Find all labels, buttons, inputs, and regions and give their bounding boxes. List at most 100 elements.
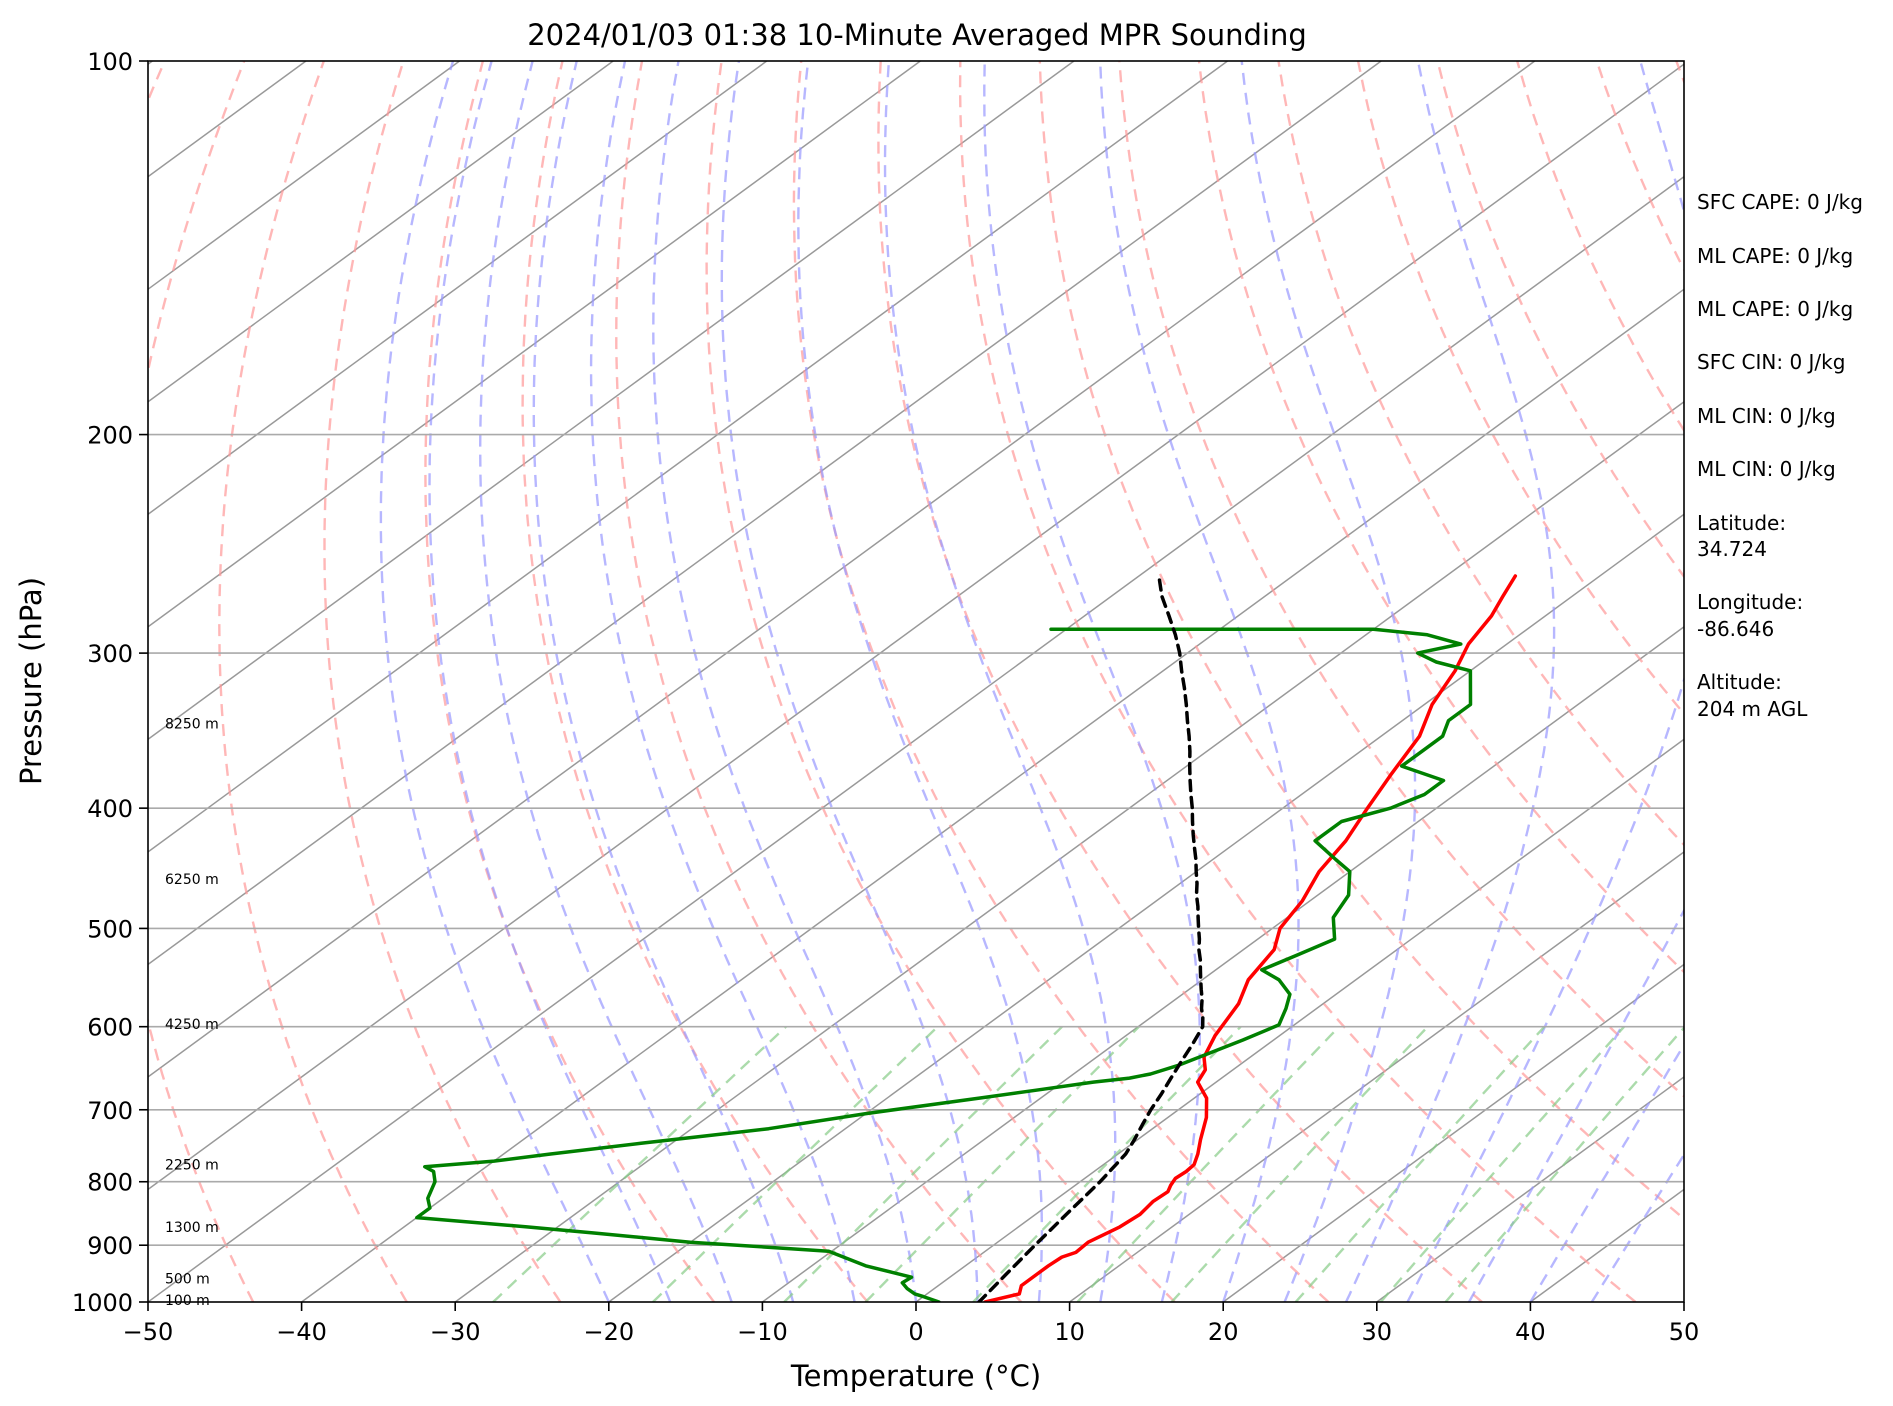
y-tick-label: 1000 [72, 1289, 133, 1317]
isotherm-line [1222, 963, 1684, 1302]
x-tick-label: −50 [123, 1318, 174, 1346]
y-tick-label: 400 [87, 795, 133, 823]
x-tick-label: 20 [1208, 1318, 1239, 1346]
height-label: 500 m [165, 1271, 210, 1287]
info-line: ML CAPE: 0 J/kg [1697, 297, 1853, 321]
moist-adiabat-line [589, 61, 856, 1302]
info-line: 204 m AGL [1697, 697, 1808, 721]
x-tick-label: 50 [1669, 1318, 1700, 1346]
dewpoint-line [415, 627, 1473, 1302]
x-tick-label: −20 [583, 1318, 634, 1346]
x-tick-label: 10 [1054, 1318, 1085, 1346]
isotherm-line [301, 288, 1684, 1302]
moist-adiabat-line [883, 61, 1117, 1302]
y-axis-label: Pressure (hPa) [14, 577, 48, 785]
mixing-ratio-line [1294, 1025, 1546, 1302]
isotherm-line [148, 175, 1684, 1302]
moist-adiabat-line [1529, 1042, 1684, 1302]
moist-adiabat-line [1240, 61, 1417, 1302]
isotherm-line [148, 61, 768, 516]
dry-adiabat-line [424, 61, 715, 1302]
moist-adiabat-line [797, 61, 1044, 1302]
isotherm-line [148, 61, 1075, 741]
y-tick-label: 100 [87, 48, 133, 76]
dry-adiabat-line [1197, 61, 1684, 974]
height-label: 8250 m [165, 717, 219, 733]
moist-adiabat-line [478, 61, 733, 1302]
height-label: 2250 m [165, 1158, 219, 1174]
moist-adiabat-line [532, 61, 795, 1302]
x-tick-label: 40 [1515, 1318, 1546, 1346]
x-tick-label: −10 [737, 1318, 788, 1346]
moist-adiabat-line [1345, 61, 1556, 1302]
moist-adiabat-line [379, 61, 610, 1302]
dry-adiabat-line [0, 61, 6, 1302]
x-axis-ticks: −50 −40 −30 −20 −10 0 10 20 30 40 50 [123, 1302, 1700, 1346]
x-tick-label: 30 [1362, 1318, 1393, 1346]
dry-adiabat-line [1436, 61, 1684, 579]
isotherm-line [148, 61, 461, 291]
dry-adiabat-line [1118, 61, 1684, 1098]
height-label: 6250 m [165, 872, 219, 888]
y-tick-label: 300 [87, 640, 133, 668]
mixing-ratio-line [492, 1025, 787, 1302]
isotherm-line [761, 625, 1684, 1302]
mixing-ratio-line [864, 1025, 1140, 1302]
x-tick-label: −40 [276, 1318, 327, 1346]
dry-adiabat-line [521, 61, 869, 1302]
isotherm-line [148, 61, 1382, 966]
y-tick-label: 700 [87, 1097, 133, 1125]
dry-adiabat-line [705, 61, 1176, 1302]
isotherm-line [148, 61, 1229, 853]
info-line: Longitude: [1697, 590, 1803, 614]
dry-adiabat-line [792, 61, 1330, 1302]
series-layer [415, 574, 1518, 1302]
isotherm-line [1376, 1076, 1684, 1302]
info-line: SFC CIN: 0 J/kg [1697, 350, 1845, 374]
y-tick-label: 900 [87, 1232, 133, 1260]
y-axis-ticks: 100 200 300 400 500 600 700 800 900 1000 [72, 48, 148, 1317]
mixing-ratio-line [1444, 1026, 1684, 1302]
y-tick-label: 200 [87, 422, 133, 450]
moist-adiabat-line [720, 61, 979, 1302]
dry-adiabat-line [958, 61, 1637, 1302]
info-line: Altitude: [1697, 670, 1782, 694]
dry-adiabat-line [323, 61, 562, 1302]
moist-adiabat-line [1099, 61, 1300, 1302]
chart-title: 2024/01/03 01:38 10-Minute Averaged MPR … [527, 18, 1307, 52]
info-line: 34.724 [1697, 537, 1767, 561]
info-line: ML CAPE: 0 J/kg [1697, 244, 1853, 268]
temperature-line [983, 574, 1518, 1302]
moist-adiabat-line [428, 61, 672, 1302]
y-tick-label: 500 [87, 915, 133, 943]
moist-adiabat-line [1590, 1152, 1684, 1302]
info-line: Latitude: [1697, 511, 1786, 535]
dry-adiabat-line [877, 61, 1483, 1302]
height-label: 100 m [165, 1293, 210, 1309]
isotherm-line [148, 61, 614, 403]
parcel-path-line [977, 578, 1205, 1302]
y-tick-label: 800 [87, 1169, 133, 1197]
mixing-ratio-line [652, 1025, 939, 1302]
moist-adiabat-line [1467, 907, 1684, 1302]
isotherm-line [608, 513, 1684, 1302]
height-labels: 8250 m 6250 m 4250 m 2250 m 1300 m 500 m 100 m [165, 717, 219, 1309]
height-label: 4250 m [165, 1017, 219, 1033]
x-tick-label: −30 [430, 1318, 481, 1346]
moist-adiabat-line [652, 61, 918, 1302]
isotherm-line [148, 61, 921, 628]
y-tick-label: 600 [87, 1014, 133, 1042]
isotherm-line [148, 61, 1536, 1078]
info-line: SFC CAPE: 0 J/kg [1697, 190, 1863, 214]
x-tick-label: 0 [908, 1318, 923, 1346]
moist-adiabat-line [983, 61, 1201, 1302]
x-axis-label: Temperature (°C) [790, 1359, 1041, 1393]
isotherm-line [454, 400, 1684, 1302]
info-line: ML CIN: 0 J/kg [1697, 457, 1836, 481]
mixing-ratio-line [1379, 1025, 1625, 1302]
background-lines [0, 61, 1684, 1302]
info-line: ML CIN: 0 J/kg [1697, 404, 1836, 428]
info-line: -86.646 [1697, 617, 1774, 641]
pressure-gridlines [148, 433, 1684, 1247]
